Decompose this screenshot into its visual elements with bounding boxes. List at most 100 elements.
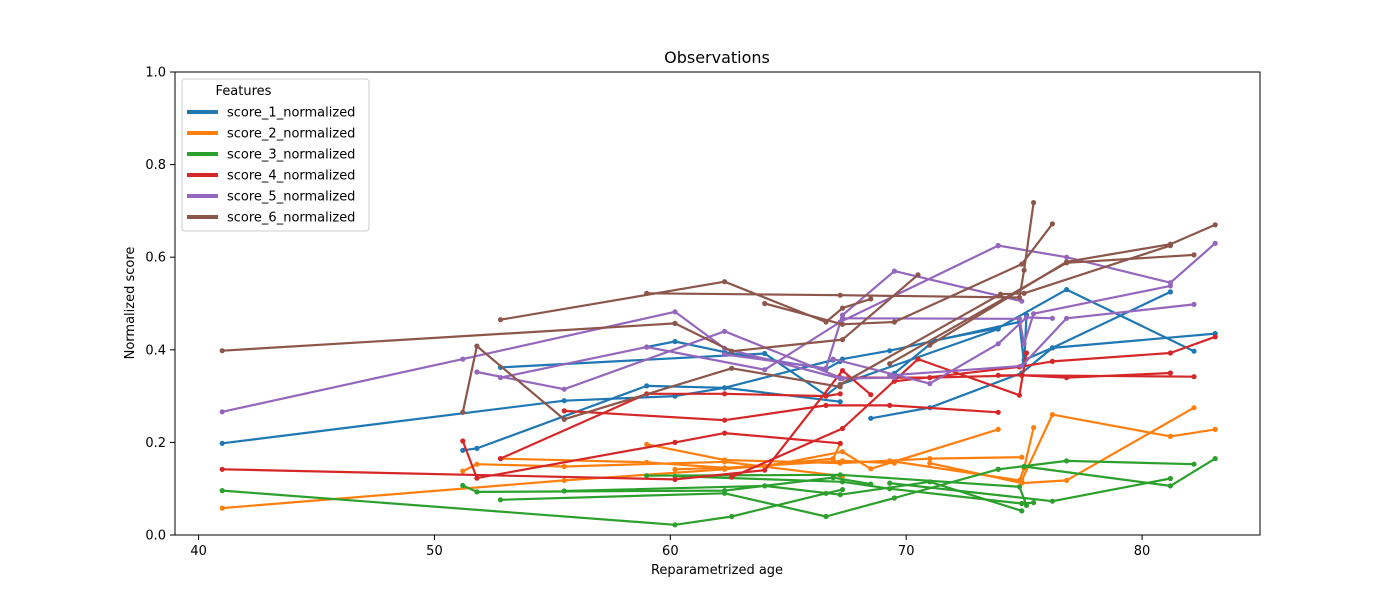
data-point — [995, 426, 1001, 432]
data-point — [762, 467, 768, 473]
series-score_3_normalized — [219, 456, 1218, 528]
data-point — [1064, 254, 1070, 260]
data-point — [672, 466, 678, 472]
data-point — [561, 408, 567, 414]
data-point — [1023, 350, 1030, 356]
data-point — [927, 460, 933, 466]
data-point — [474, 343, 480, 349]
x-axis: 40 50 60 70 80 — [190, 535, 1150, 559]
data-point — [887, 348, 893, 354]
data-point — [1167, 241, 1173, 247]
series-line — [646, 473, 1028, 506]
data-point — [219, 488, 225, 494]
legend-entry: score_4_normalized — [227, 169, 355, 184]
data-point — [722, 351, 728, 357]
y-tick-label: 1.0 — [145, 66, 166, 81]
data-point — [997, 291, 1004, 297]
series-score_2_normalized — [219, 405, 1218, 511]
data-point — [1019, 298, 1025, 304]
data-point — [887, 458, 893, 464]
data-point — [1031, 425, 1037, 431]
data-point — [1191, 461, 1197, 467]
data-point — [1167, 289, 1173, 295]
data-point — [1016, 392, 1023, 398]
series-line — [564, 404, 999, 422]
data-point — [460, 438, 466, 444]
data-point — [1019, 454, 1025, 460]
y-tick-label: 0.6 — [145, 251, 166, 266]
data-point — [1021, 463, 1027, 470]
data-point — [497, 317, 504, 323]
series-line — [889, 303, 1195, 377]
data-point — [561, 416, 567, 422]
data-point — [561, 463, 567, 470]
series-line — [929, 223, 1216, 347]
legend: Features score_1_normalized score_2_normal… — [181, 78, 370, 232]
data-point — [839, 425, 846, 432]
y-tick-label: 0.8 — [145, 158, 166, 173]
data-point — [837, 472, 843, 478]
legend-entry: score_5_normalized — [227, 190, 355, 205]
data-point — [868, 415, 874, 421]
x-tick-label: 60 — [662, 544, 679, 559]
data-point — [672, 476, 678, 482]
data-point — [1191, 374, 1197, 380]
data-point — [460, 482, 466, 489]
chart-title: Observations — [664, 48, 770, 67]
data-point — [722, 417, 728, 423]
data-point — [995, 409, 1001, 415]
data-point — [1049, 498, 1055, 504]
data-point — [1019, 500, 1025, 507]
data-point — [1212, 334, 1218, 340]
data-point — [1191, 301, 1197, 307]
legend-box — [181, 78, 370, 232]
legend-entry: score_1_normalized — [227, 106, 355, 121]
data-point — [927, 381, 933, 387]
data-point — [460, 468, 466, 474]
plot-frame — [174, 71, 1261, 536]
data-point — [891, 495, 898, 501]
data-point — [219, 440, 225, 446]
data-point — [1049, 221, 1055, 227]
series-line — [221, 310, 841, 413]
data-point — [644, 441, 650, 447]
data-point — [561, 477, 567, 483]
data-point — [1016, 484, 1023, 490]
data-point — [839, 368, 846, 374]
data-point — [722, 457, 728, 463]
data-point — [823, 402, 829, 408]
data-point — [460, 356, 466, 362]
data-point — [1212, 240, 1218, 246]
data-point — [1191, 252, 1197, 258]
data-point — [474, 475, 480, 481]
series-line — [222, 369, 872, 481]
legend-title: Features — [216, 84, 272, 99]
data-point — [1167, 483, 1173, 489]
data-point — [729, 365, 735, 371]
data-point — [729, 474, 735, 480]
data-point — [995, 466, 1001, 472]
data-point — [1191, 405, 1197, 411]
data-point — [1016, 294, 1023, 301]
series-line — [461, 432, 841, 480]
data-point — [995, 325, 1001, 331]
data-point — [830, 475, 836, 481]
data-point — [1049, 345, 1055, 351]
data-point — [823, 365, 829, 371]
y-tick-label: 0.4 — [145, 343, 166, 358]
series-score_5_normalized — [219, 240, 1218, 415]
data-point — [915, 272, 921, 278]
series-line — [889, 427, 1035, 482]
data-point — [868, 392, 874, 398]
x-tick-label: 40 — [190, 544, 207, 559]
data-point — [762, 300, 768, 307]
y-axis-label: Normalized score — [123, 247, 138, 360]
data-point — [1021, 290, 1027, 296]
plot-area — [219, 200, 1218, 528]
data-point — [762, 483, 768, 489]
data-point — [837, 460, 843, 466]
data-point — [1167, 475, 1173, 482]
data-point — [219, 466, 225, 472]
data-point — [1191, 348, 1197, 354]
data-point — [722, 385, 728, 391]
